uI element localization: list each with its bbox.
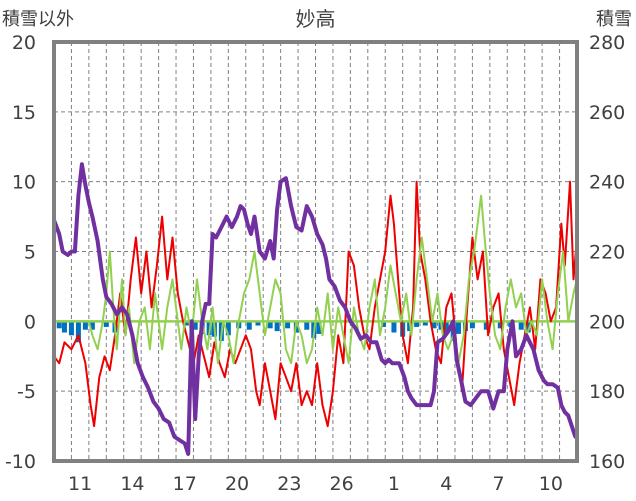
bar-mark [518,321,524,330]
y-tick-label-right: 240 [589,172,625,194]
bar-mark [483,321,489,330]
bar-mark [82,321,88,330]
y-tick-label-right: 220 [589,242,625,264]
bar-mark [455,321,461,334]
y-tick-label-right: 280 [589,32,625,54]
bar-mark [304,321,310,330]
bar-mark [380,321,386,327]
y-tick-label-left: -10 [5,451,36,473]
series-line-purple [52,162,579,456]
bar-mark [285,321,291,329]
line-layer [52,162,579,456]
bar-mark [225,321,231,336]
series-line-green [53,194,578,365]
bar-mark [443,321,449,333]
x-tick-label: 4 [440,473,452,495]
bar-mark [56,321,62,329]
bar-mark [192,321,198,330]
bar-mark [103,321,109,327]
bar-mark [267,321,273,329]
x-tick-label: 11 [68,473,92,495]
x-tick-label: 14 [120,473,144,495]
bar-mark [68,321,74,336]
bar-mark [431,321,437,329]
x-tick-label: 10 [539,473,563,495]
bar-mark [469,321,475,329]
x-tick-label: 26 [330,473,354,495]
bar-mark [255,321,261,326]
bar-mark [89,321,95,330]
y-tick-label-right: 180 [589,381,625,403]
bar-mark [391,321,397,333]
bar-mark [246,321,252,330]
bar-mark [422,321,428,326]
plot-frame [52,40,579,463]
y-tick-label-left: 20 [12,32,36,54]
x-tick-label: 20 [225,473,249,495]
y-tick-label-left: -5 [17,381,36,403]
x-tick-label: 23 [277,473,301,495]
bar-mark [183,321,189,326]
y-tick-label-left: 0 [24,311,36,333]
x-tick-label: 7 [493,473,505,495]
bar-mark [61,321,67,333]
y-tick-label-left: 15 [12,102,36,124]
bar-mark [316,321,322,334]
y-axis-label-left: 積雪以外 [2,9,74,30]
y-tick-label-right: 200 [589,311,625,333]
x-tick-label: 1 [388,473,400,495]
bar-mark [414,321,420,327]
bar-mark [75,321,81,343]
y-tick-label-right: 260 [589,102,625,124]
bar-mark [525,321,531,333]
chart-title: 妙高 [296,7,336,31]
y-tick-label-left: 10 [12,172,36,194]
y-tick-label-right: 160 [589,451,625,473]
series-line-red [53,180,578,428]
bar-mark [497,321,503,329]
y-axis-label-right: 積雪 [596,9,632,30]
bar-mark [274,321,280,332]
y-tick-label-left: 5 [24,242,36,264]
x-tick-label: 17 [173,473,197,495]
